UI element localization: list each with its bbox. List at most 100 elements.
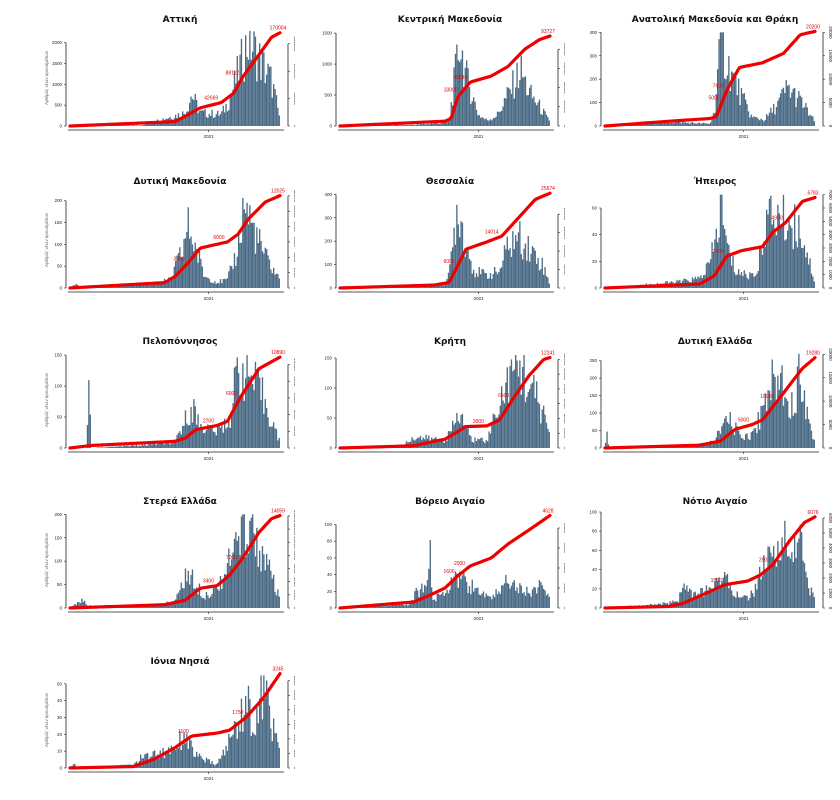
daily-bar <box>246 712 247 768</box>
daily-bar <box>494 118 495 126</box>
daily-bar <box>811 274 812 288</box>
daily-bar <box>150 444 151 448</box>
daily-bar <box>721 195 722 288</box>
daily-bar <box>770 196 771 288</box>
daily-bar <box>252 732 253 768</box>
daily-bar <box>143 445 144 448</box>
daily-bar <box>772 359 773 448</box>
daily-bar <box>265 248 266 288</box>
daily-bar <box>745 434 746 448</box>
right-tick-label: 14000 <box>293 510 295 523</box>
daily-bar <box>753 597 754 608</box>
daily-bar <box>713 590 714 608</box>
daily-bar <box>725 575 726 608</box>
daily-bar <box>546 423 547 448</box>
daily-bar <box>266 75 267 126</box>
daily-bar <box>258 243 259 288</box>
cumulative-annotation: 6783 <box>807 191 818 197</box>
daily-bar <box>251 223 252 288</box>
daily-bar <box>690 122 691 126</box>
daily-bar <box>730 412 731 448</box>
daily-bar <box>258 54 259 126</box>
daily-bar <box>216 435 217 448</box>
daily-bar <box>692 277 693 288</box>
daily-bar <box>256 528 257 608</box>
daily-bar <box>476 588 477 608</box>
left-tick-label: 150 <box>589 393 597 398</box>
daily-bar <box>253 390 254 448</box>
daily-bar <box>746 596 747 608</box>
daily-bar <box>255 37 256 126</box>
daily-bar <box>732 256 733 288</box>
daily-bar <box>445 441 446 448</box>
left-tick-label: 100 <box>589 510 597 515</box>
daily-bar <box>494 415 495 448</box>
left-tick-label: 1500 <box>52 61 63 66</box>
daily-bar <box>263 554 264 608</box>
daily-bar <box>120 446 121 448</box>
daily-bar <box>752 273 753 288</box>
daily-bar <box>752 431 753 448</box>
daily-bar <box>702 588 703 608</box>
daily-bar <box>407 125 408 126</box>
daily-bar <box>202 598 203 608</box>
right-tick-label: 2000 <box>293 590 295 601</box>
daily-bar <box>773 104 774 126</box>
daily-bar <box>763 405 764 448</box>
chart-svg: Νότιο Αιγαίο0204060801000100020003000400… <box>565 482 835 640</box>
right-tick-label: 0 <box>293 287 295 290</box>
daily-bar <box>797 366 798 448</box>
daily-bars <box>92 31 280 126</box>
daily-bar <box>206 277 207 288</box>
daily-bar <box>146 446 147 448</box>
daily-bar <box>265 83 266 126</box>
daily-bar <box>251 736 252 768</box>
daily-bar <box>146 124 147 126</box>
daily-bar <box>693 123 694 126</box>
daily-bar <box>459 423 460 448</box>
daily-bar <box>539 580 540 608</box>
daily-bar <box>192 244 193 288</box>
daily-bar <box>758 271 759 288</box>
cumulative-annotation: 14059 <box>271 509 285 515</box>
left-tick-label: 60 <box>327 555 333 560</box>
right-tick-label: 0 <box>293 447 295 450</box>
daily-bars <box>346 355 550 448</box>
daily-bar <box>196 752 197 768</box>
daily-bar <box>783 88 784 126</box>
daily-bar <box>721 32 722 126</box>
daily-bar <box>137 125 138 126</box>
daily-bar <box>795 413 796 448</box>
cumulative-annotation: 19280 <box>806 351 820 357</box>
daily-bar <box>502 585 503 608</box>
daily-bar <box>223 433 224 448</box>
daily-bar <box>723 32 724 126</box>
daily-bar <box>716 229 717 288</box>
daily-bar <box>530 254 531 288</box>
left-tick-label: 10 <box>57 749 63 754</box>
right-tick-label: 4000 <box>828 230 833 241</box>
daily-bar <box>793 562 794 608</box>
daily-bar <box>801 402 802 448</box>
daily-bar <box>502 260 503 288</box>
daily-bar <box>249 699 250 768</box>
daily-bar <box>228 420 229 448</box>
daily-bar <box>273 575 274 608</box>
daily-bar <box>213 432 214 448</box>
daily-bar <box>735 598 736 608</box>
daily-bar <box>794 534 795 608</box>
daily-bar <box>214 281 215 288</box>
daily-bar <box>744 93 745 126</box>
daily-bar <box>689 124 690 126</box>
cumulative-annotation: 3000 <box>473 419 484 425</box>
daily-bar <box>270 66 271 126</box>
daily-bar <box>514 370 515 448</box>
daily-bar <box>224 112 225 126</box>
daily-bar <box>805 257 806 288</box>
daily-bar <box>470 436 471 448</box>
cumulative-annotation: 1550 <box>711 578 722 584</box>
daily-bar <box>231 736 232 768</box>
daily-bar <box>444 443 445 448</box>
daily-bar <box>238 536 239 608</box>
